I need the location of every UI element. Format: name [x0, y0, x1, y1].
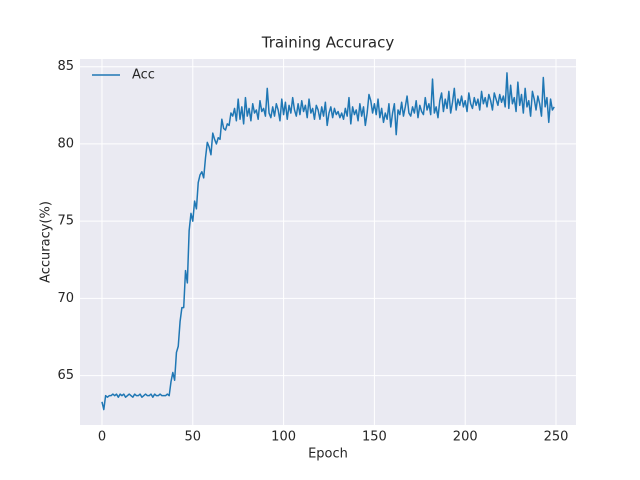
x-tick-label: 50	[185, 430, 202, 445]
y-axis-label: Accuracy(%)	[39, 201, 54, 283]
y-tick-label: 70	[57, 291, 74, 306]
y-tick-label: 75	[57, 214, 74, 229]
y-tick-label: 85	[57, 59, 74, 74]
legend-label: Acc	[132, 68, 155, 83]
x-tick-label: 200	[453, 430, 478, 445]
y-tick-label: 80	[57, 136, 74, 151]
x-tick-label: 0	[98, 430, 106, 445]
plot-area	[80, 59, 576, 425]
chart-title: Training Accuracy	[261, 34, 395, 52]
x-axis-label: Epoch	[308, 447, 348, 462]
y-tick-label: 65	[57, 368, 74, 383]
data-line	[101, 72, 555, 411]
x-tick-label: 150	[362, 430, 387, 445]
x-tick-label: 250	[544, 430, 569, 445]
x-tick-label: 100	[271, 430, 296, 445]
